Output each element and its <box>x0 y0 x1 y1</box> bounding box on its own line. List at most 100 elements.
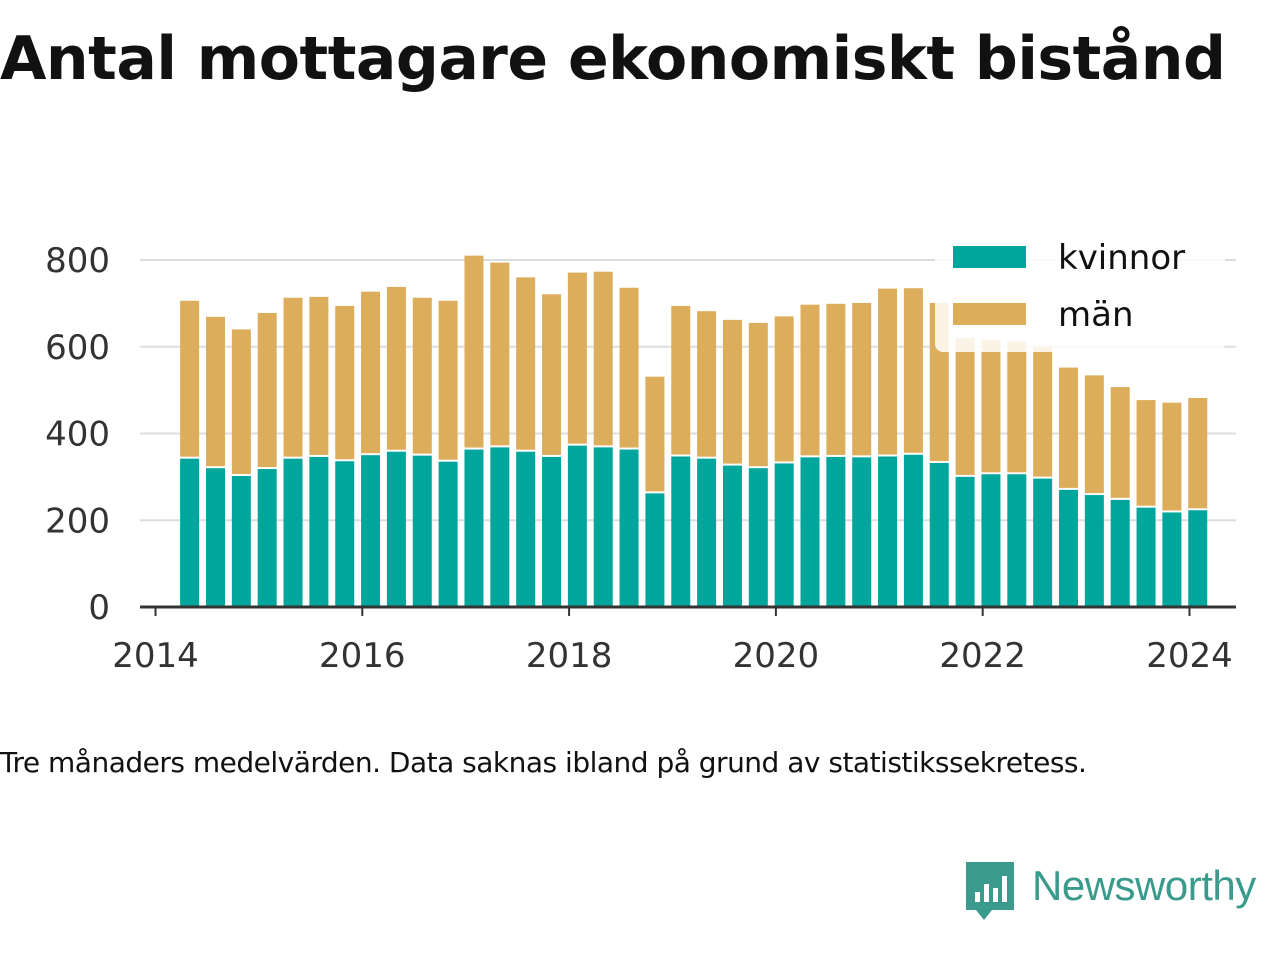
bar-man <box>852 302 872 456</box>
y-tick-label: 0 <box>88 588 110 628</box>
chart-caption: Tre månaders medelvärden. Data saknas ib… <box>0 746 1087 779</box>
bar-kvinnor <box>800 457 820 607</box>
bar-man <box>774 316 794 462</box>
x-tick-label: 2014 <box>112 636 199 676</box>
bar-kvinnor <box>774 463 794 607</box>
bar-kvinnor <box>1136 507 1156 607</box>
bar-kvinnor <box>438 461 458 607</box>
bar-man <box>1136 400 1156 506</box>
bar-man <box>748 322 768 467</box>
bar-kvinnor <box>955 476 975 607</box>
bar-kvinnor <box>386 451 406 607</box>
y-tick-label: 600 <box>45 328 110 368</box>
bar-kvinnor <box>852 457 872 607</box>
bar-man <box>516 277 536 450</box>
x-tick-label: 2024 <box>1146 636 1233 676</box>
bar-man <box>1007 341 1027 473</box>
bar-kvinnor <box>567 445 587 607</box>
bar-man <box>490 262 510 446</box>
x-tick-label: 2016 <box>319 636 406 676</box>
bar-kvinnor <box>361 455 381 607</box>
bar-man <box>645 376 665 492</box>
bar-kvinnor <box>1188 510 1208 607</box>
bar-kvinnor <box>981 474 1001 607</box>
bar-kvinnor <box>464 449 484 607</box>
bar-kvinnor <box>1110 499 1130 607</box>
bar-kvinnor <box>593 447 613 607</box>
bar-man <box>826 303 846 455</box>
bar-kvinnor <box>1033 478 1053 607</box>
bar-man <box>386 286 406 450</box>
bar-man <box>1033 346 1053 477</box>
bar-man <box>335 305 355 460</box>
y-tick-label: 800 <box>45 241 110 281</box>
bar-man <box>619 287 639 448</box>
bar-kvinnor <box>516 451 536 607</box>
bar-kvinnor <box>205 468 225 607</box>
bar-man <box>180 300 200 457</box>
legend-swatch <box>953 246 1026 268</box>
bar-man <box>955 338 975 475</box>
bar-man <box>593 271 613 446</box>
legend-label: män <box>1058 295 1134 335</box>
bar-kvinnor <box>335 461 355 607</box>
bars <box>180 255 1208 607</box>
bar-kvinnor <box>180 458 200 607</box>
chart-title: Antal mottagare ekonomiskt bistånd <box>0 24 1226 94</box>
bar-kvinnor <box>309 456 329 607</box>
legend-label: kvinnor <box>1058 238 1185 278</box>
bar-kvinnor <box>1007 474 1027 607</box>
bar-kvinnor <box>878 456 898 607</box>
bar-kvinnor <box>1162 512 1182 607</box>
bar-kvinnor <box>722 465 742 607</box>
bar-man <box>1058 367 1078 488</box>
bar-kvinnor <box>412 455 432 607</box>
bar-man <box>800 304 820 456</box>
bar-kvinnor <box>826 456 846 607</box>
bar-kvinnor <box>697 458 717 607</box>
bar-man <box>903 288 923 453</box>
bar-kvinnor <box>929 462 949 607</box>
bar-man <box>309 296 329 455</box>
bar-kvinnor <box>283 458 303 607</box>
legend: kvinnor män <box>935 228 1225 352</box>
bar-man <box>257 312 277 468</box>
stacked-bar-chart: 0 200 400 600 800 2014 2016 2018 2020 2022 2024 kv… <box>45 228 1236 676</box>
bar-man <box>412 297 432 454</box>
bar-kvinnor <box>542 456 562 607</box>
bar-kvinnor <box>619 449 639 607</box>
axes: 0 200 400 600 800 2014 2016 2018 2020 2022 2024 <box>45 241 1236 676</box>
x-tick-label: 2020 <box>733 636 820 676</box>
bar-man <box>1110 387 1130 498</box>
bar-man <box>231 329 251 475</box>
bar-man <box>722 319 742 464</box>
bar-man <box>1188 397 1208 509</box>
bar-kvinnor <box>1058 489 1078 607</box>
y-tick-label: 400 <box>45 415 110 455</box>
bar-man <box>361 291 381 454</box>
bar-man <box>1084 375 1104 494</box>
bar-kvinnor <box>231 476 251 607</box>
bar-kvinnor <box>748 468 768 607</box>
brand-name: Newsworthy <box>1032 862 1256 909</box>
bar-man <box>567 272 587 444</box>
bar-man <box>205 316 225 467</box>
legend-swatch <box>953 303 1026 325</box>
x-tick-label: 2022 <box>939 636 1026 676</box>
bar-man <box>464 255 484 448</box>
bar-kvinnor <box>903 454 923 607</box>
bar-kvinnor <box>257 469 277 607</box>
bar-man <box>697 311 717 457</box>
bar-man <box>438 300 458 460</box>
bar-man <box>671 305 691 455</box>
bar-kvinnor <box>645 493 665 607</box>
bar-man <box>981 339 1001 473</box>
bar-man <box>283 297 303 457</box>
bar-kvinnor <box>1084 495 1104 607</box>
bar-kvinnor <box>671 456 691 607</box>
bar-man <box>542 294 562 455</box>
bar-kvinnor <box>490 447 510 607</box>
bar-man <box>878 288 898 455</box>
newsworthy-logo-icon <box>966 862 1014 920</box>
y-tick-label: 200 <box>45 501 110 541</box>
